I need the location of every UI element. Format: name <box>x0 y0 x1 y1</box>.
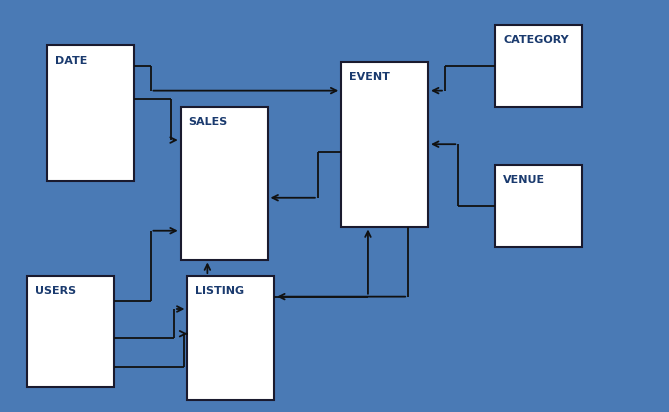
Text: DATE: DATE <box>55 56 87 66</box>
Text: EVENT: EVENT <box>349 72 390 82</box>
Bar <box>181 107 268 260</box>
Bar <box>27 276 114 387</box>
Bar <box>341 62 428 227</box>
Bar <box>495 165 582 247</box>
Text: LISTING: LISTING <box>195 286 244 296</box>
Text: CATEGORY: CATEGORY <box>503 35 569 45</box>
Bar <box>187 276 274 400</box>
Text: USERS: USERS <box>35 286 76 296</box>
Text: VENUE: VENUE <box>503 175 545 185</box>
Bar <box>495 25 582 107</box>
Bar <box>47 45 134 181</box>
Text: SALES: SALES <box>189 117 228 127</box>
